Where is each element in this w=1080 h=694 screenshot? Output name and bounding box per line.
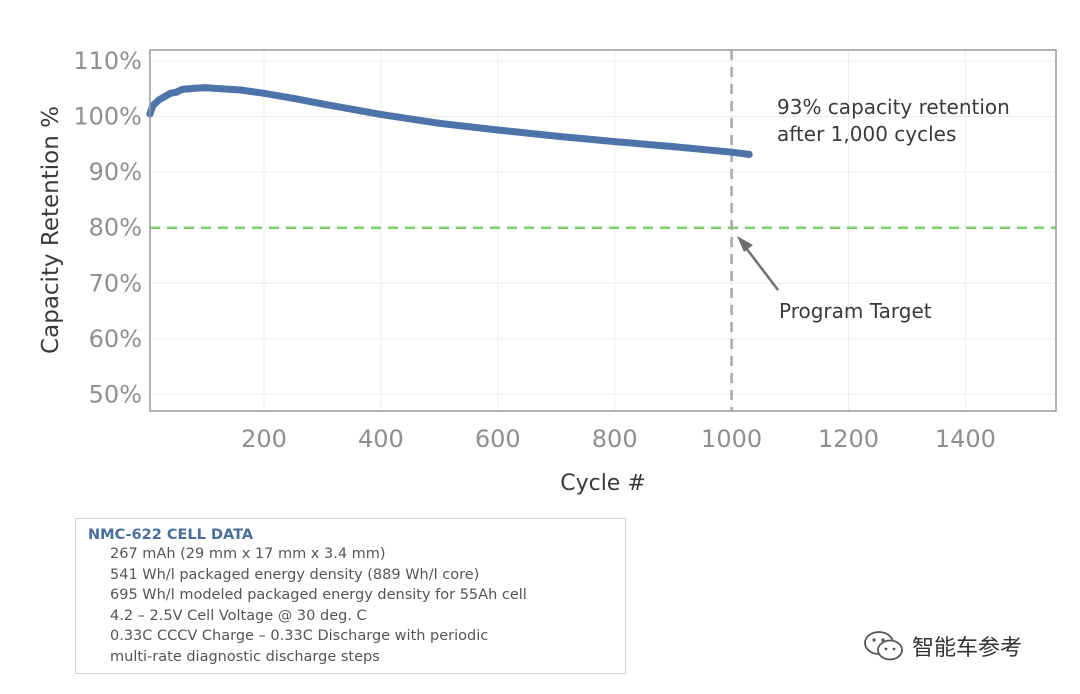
x-tick-label: 1400 [935, 425, 996, 453]
y-axis-label: Capacity Retention % [38, 106, 64, 354]
capacity-chart: 200 400 600 800 1000 1200 1400 50% 60% 70% 80% 90% 1… [38, 47, 1057, 496]
cell-data-line: multi-rate diagnostic discharge steps [110, 648, 380, 665]
data-point [155, 96, 163, 104]
data-point [172, 88, 180, 96]
watermark-text: 智能车参考 [912, 636, 1023, 661]
y-tick-label: 50% [89, 380, 142, 408]
y-tick-label: 70% [89, 269, 142, 297]
x-tick-label: 600 [475, 425, 521, 453]
tick-labels: 200 400 600 800 1000 1200 1400 50% 60% 70% 80% 90% 1… [73, 47, 996, 453]
data-point [377, 110, 385, 119]
data-point [161, 93, 169, 101]
data-point [201, 84, 210, 92]
x-tick-label: 1200 [818, 425, 879, 453]
cell-data-title: NMC-622 CELL DATA [88, 527, 254, 543]
capacity-series-line [146, 84, 753, 158]
data-point [178, 85, 186, 94]
grid [150, 50, 1056, 411]
y-tick-label: 80% [89, 214, 142, 242]
cell-data-line: 4.2 – 2.5V Cell Voltage @ 30 deg. C [110, 607, 367, 624]
y-tick-label: 60% [89, 325, 142, 353]
data-point [237, 86, 245, 94]
wechat-icon [864, 631, 903, 661]
retention-annotation-line2: after 1,000 cycles [777, 122, 956, 146]
x-tick-label: 400 [358, 425, 404, 453]
data-point [219, 85, 227, 93]
x-tick-label: 1000 [701, 425, 762, 453]
reference-lines [150, 50, 1056, 411]
data-point [669, 143, 677, 151]
data-point [190, 84, 198, 92]
data-point [745, 150, 753, 159]
cell-data-line: 541 Wh/l packaged energy density (889 Wh… [110, 566, 480, 583]
cell-data-line: 695 Wh/l modeled packaged energy density… [110, 587, 527, 603]
cell-data-box: NMC-622 CELL DATA 267 mAh (29 mm x 17 mm… [75, 518, 626, 674]
data-point [318, 100, 327, 108]
data-point [611, 138, 619, 146]
y-tick-label: 100% [73, 103, 142, 131]
x-axis-label: Cycle # [560, 471, 646, 496]
data-point [260, 89, 268, 97]
data-point [494, 126, 502, 134]
x-tick-label: 200 [241, 425, 287, 453]
data-series [146, 84, 753, 159]
program-target-label: Program Target [779, 299, 932, 323]
target-arrow [737, 236, 779, 291]
retention-annotation-line1: 93% capacity retention [777, 95, 1010, 119]
watermark: 智能车参考 [862, 628, 1022, 664]
data-point [149, 101, 157, 110]
data-point [435, 119, 443, 127]
data-point [289, 94, 297, 102]
y-tick-label: 110% [73, 47, 142, 75]
data-point [166, 89, 175, 97]
data-point [184, 85, 192, 93]
x-tick-label: 800 [592, 425, 638, 453]
data-point [727, 148, 736, 156]
data-point [552, 132, 560, 140]
cell-data-line: 267 mAh (29 mm x 17 mm x 3.4 mm) [110, 546, 386, 562]
y-tick-label: 90% [89, 158, 142, 186]
plot-frame [149, 49, 1057, 412]
cell-data-line: 0.33C CCCV Charge – 0.33C Discharge with… [110, 628, 489, 644]
